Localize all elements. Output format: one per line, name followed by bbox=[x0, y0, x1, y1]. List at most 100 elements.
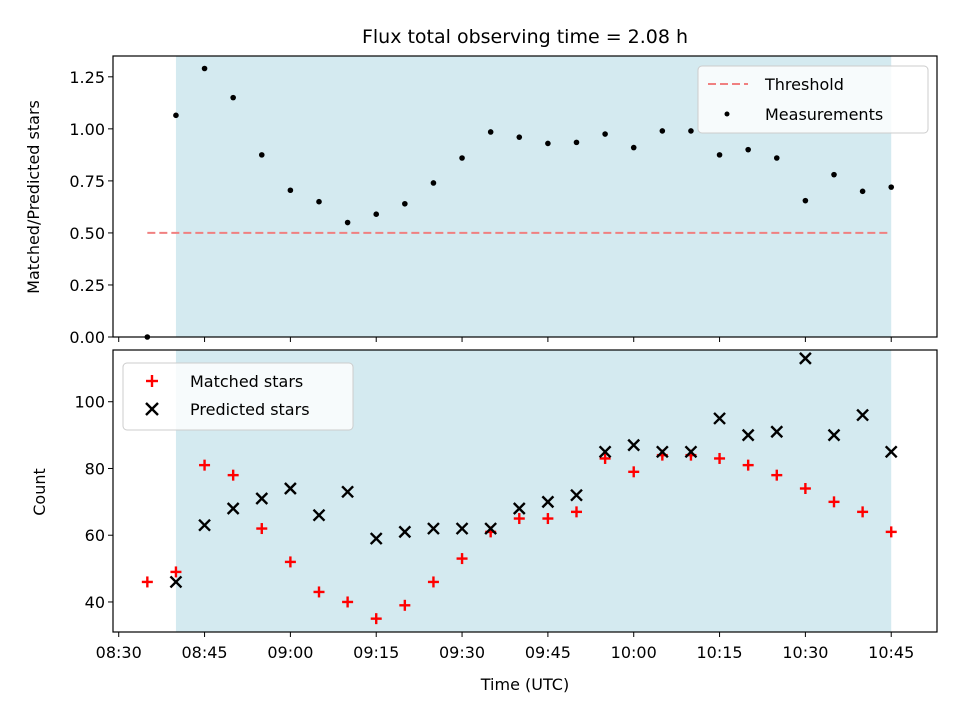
predicted-star-point bbox=[627, 438, 641, 452]
top-y-axis: 0.00 0.25 0.50 0.75 1.00 1.25 bbox=[69, 68, 113, 347]
predicted-x-b bbox=[369, 532, 383, 545]
top-panel: 0.00 0.25 0.50 0.75 1.00 1.25 Matched/Predict… bbox=[24, 55, 938, 347]
matched-star-point bbox=[256, 523, 268, 535]
measurement-point bbox=[773, 155, 780, 161]
predicted-x-b bbox=[398, 525, 412, 539]
matched-star-point bbox=[456, 553, 468, 565]
matched-star-point bbox=[571, 506, 582, 518]
predicted-star-point bbox=[655, 445, 669, 459]
measurement-point bbox=[459, 155, 465, 161]
predicted-star-point bbox=[799, 351, 812, 365]
matched-star-point bbox=[628, 466, 640, 478]
x-tick-label: 08:45 bbox=[182, 643, 228, 662]
measurement-point bbox=[545, 140, 551, 147]
bottom-y-axis-label: Count bbox=[30, 468, 49, 516]
matched-star-point bbox=[399, 599, 411, 611]
matched-star-point bbox=[227, 469, 239, 481]
predicted-star-point bbox=[427, 522, 440, 535]
matched-star-point bbox=[313, 586, 325, 598]
x-tick-label: 09:15 bbox=[353, 643, 399, 662]
predicted-x-b bbox=[570, 488, 583, 502]
predicted-x-b bbox=[541, 495, 555, 509]
matched-star-point bbox=[742, 459, 754, 471]
matched-star-point bbox=[542, 513, 554, 525]
predicted-star-point bbox=[570, 488, 583, 502]
measurement-point bbox=[287, 187, 294, 194]
x-tick-label: 09:00 bbox=[267, 643, 313, 662]
measurement-point bbox=[745, 146, 751, 153]
legend-matched-swatch bbox=[146, 375, 158, 387]
matched-star-point bbox=[885, 526, 897, 538]
top-y-tick-label: 1.00 bbox=[69, 120, 105, 139]
measurement-point bbox=[831, 171, 837, 178]
predicted-star-point bbox=[541, 495, 555, 509]
predicted-star-point bbox=[884, 445, 898, 459]
top-y-tick-label: 0.50 bbox=[69, 224, 105, 243]
predicted-x-b bbox=[884, 445, 898, 459]
predicted-star-point bbox=[484, 522, 498, 535]
predicted-x-b bbox=[512, 502, 526, 515]
measurement-point bbox=[487, 129, 494, 135]
predicted-x-b bbox=[341, 485, 354, 499]
matched-star-point bbox=[284, 556, 296, 568]
predicted-star-point bbox=[827, 428, 841, 442]
legend-threshold-label: Threshold bbox=[764, 75, 844, 94]
predicted-star-point bbox=[312, 508, 326, 522]
predicted-star-point bbox=[341, 485, 354, 499]
matched-star-point bbox=[771, 469, 783, 481]
measurement-point bbox=[888, 184, 895, 190]
matched-star-point bbox=[141, 576, 153, 588]
predicted-star-point bbox=[856, 408, 869, 422]
legend-predicted-label: Predicted stars bbox=[190, 400, 310, 419]
measurement-point bbox=[516, 134, 523, 140]
predicted-x-b bbox=[455, 522, 469, 535]
measurement-point bbox=[716, 152, 723, 158]
predicted-star-point bbox=[169, 575, 183, 589]
predicted-star-point bbox=[255, 492, 269, 505]
bottom-series-layer bbox=[141, 351, 898, 625]
predicted-x-b bbox=[427, 522, 440, 535]
chart-title: Flux total observing time = 2.08 h bbox=[362, 26, 688, 48]
legend-measurements-swatch bbox=[724, 111, 730, 117]
top-series-layer bbox=[144, 65, 895, 340]
matched-star-point bbox=[427, 576, 439, 588]
top-x-ticks bbox=[118, 337, 892, 342]
x-tick-label: 08:30 bbox=[96, 643, 142, 662]
top-y-tick-label: 0.75 bbox=[69, 172, 105, 191]
bottom-plot-frame bbox=[112, 349, 938, 633]
measurement-point bbox=[344, 219, 351, 226]
predicted-x-b bbox=[799, 351, 812, 365]
measurement-point bbox=[602, 131, 608, 137]
predicted-star-point bbox=[684, 445, 698, 459]
measurement-point bbox=[173, 112, 179, 119]
bottom-panel: 40 60 80 100 08:30 08:45 09:00 09:15 09:30 09:45… bbox=[30, 349, 938, 694]
predicted-star-point bbox=[598, 445, 612, 459]
top-legend-box bbox=[697, 65, 929, 134]
matched-star-point bbox=[170, 566, 182, 578]
predicted-star-point bbox=[284, 482, 297, 495]
matched-star-point bbox=[714, 452, 726, 464]
bottom-y-tick-label: 100 bbox=[74, 393, 105, 412]
bottom-legend: Matched stars Predicted stars bbox=[122, 362, 354, 431]
top-y-tick-label: 0.25 bbox=[69, 276, 105, 295]
bottom-y-tick-label: 60 bbox=[85, 526, 105, 545]
matched-star-point bbox=[599, 452, 611, 464]
bottom-y-axis: 40 60 80 100 bbox=[74, 393, 113, 612]
matched-star-point bbox=[199, 459, 211, 471]
x-tick-label: 10:30 bbox=[782, 643, 828, 662]
matched-star-point bbox=[513, 513, 525, 525]
measurement-point bbox=[316, 198, 322, 205]
measurement-point bbox=[230, 94, 236, 101]
x-tick-label: 09:30 bbox=[439, 643, 485, 662]
predicted-star-point bbox=[713, 412, 726, 425]
x-axis-label: Time (UTC) bbox=[480, 675, 569, 694]
predicted-star-point bbox=[398, 525, 412, 539]
predicted-star-point bbox=[198, 518, 211, 532]
predicted-x-b bbox=[827, 428, 841, 442]
predicted-x-b bbox=[284, 482, 297, 495]
measurement-point bbox=[688, 128, 694, 134]
matched-star-point bbox=[370, 613, 382, 625]
bottom-legend-box bbox=[122, 362, 354, 431]
bottom-y-tick-label: 40 bbox=[85, 593, 105, 612]
